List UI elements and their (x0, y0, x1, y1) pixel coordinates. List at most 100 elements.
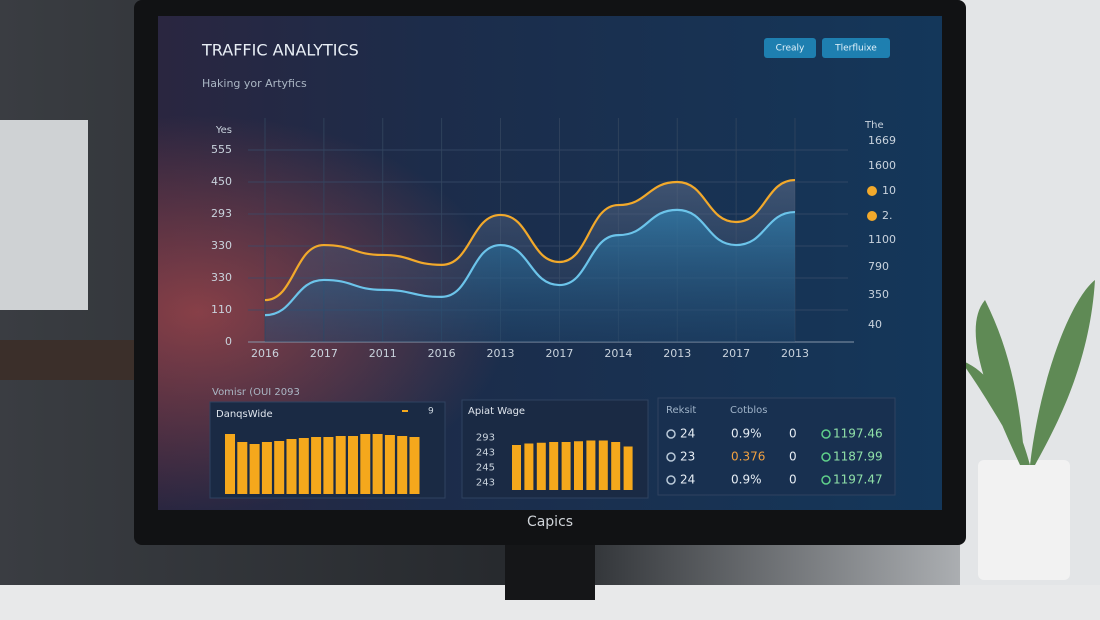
x-tick-label: 2016 (428, 347, 456, 360)
legend-label: 2. (882, 209, 893, 222)
button[interactable] (822, 38, 890, 58)
status-dot (821, 475, 831, 485)
brand: Capics (527, 514, 573, 530)
y-tick-label: 330 (211, 239, 232, 252)
legend-label: 9 (428, 407, 434, 417)
status-dot (666, 475, 676, 485)
bar (524, 443, 534, 490)
bar (274, 441, 285, 494)
panel-title: Apiat Wage (468, 406, 525, 417)
y-tick-label: 555 (211, 143, 232, 156)
status-dot (666, 452, 676, 462)
button-label[interactable]: Crealy (776, 44, 805, 54)
table-cell: 1187.99 (833, 450, 883, 464)
panel-title: DanqsWide (216, 409, 273, 420)
bar (249, 444, 260, 494)
table-cell: 23 (680, 450, 695, 464)
bar (586, 440, 596, 490)
dashboard-title: TRAFFIC ANALYTICS (201, 41, 359, 60)
bar (335, 436, 346, 494)
legend-label: 10 (882, 184, 896, 197)
line (264, 208, 796, 317)
x-tick-label: 2013 (781, 347, 809, 360)
bar (611, 442, 621, 490)
y-tick-label: 0 (225, 335, 232, 348)
table-cell: 1197.47 (833, 473, 883, 487)
legend-swatch (402, 410, 408, 412)
table-cell: 0.376 (731, 450, 765, 464)
bar (348, 436, 358, 494)
x-tick-label: 2017 (722, 347, 750, 360)
table-header: Reksit (666, 405, 696, 416)
y2-axis-label: The (864, 120, 884, 131)
dashboard-subtitle: Haking yor Artyfics (202, 77, 307, 90)
table-cell: 0 (789, 427, 797, 441)
bar (561, 442, 571, 490)
bar (384, 435, 395, 494)
panel (657, 397, 896, 496)
button[interactable] (764, 38, 816, 58)
table-cell: 0 (789, 450, 797, 464)
bar (360, 434, 371, 494)
line (264, 178, 796, 302)
status-dot (821, 429, 831, 439)
y-axis-label: Yes (215, 125, 232, 136)
area (265, 209, 795, 342)
y2-tick-label: 1600 (868, 159, 896, 172)
legend-dot (867, 211, 877, 221)
y2-tick-label: 790 (868, 260, 889, 273)
bar (261, 442, 272, 494)
legend-dot (867, 186, 877, 196)
x-tick-label: 2011 (369, 347, 397, 360)
y-tick-label: 330 (211, 271, 232, 284)
bar (323, 437, 334, 494)
bar (298, 438, 309, 494)
x-tick-label: 2016 (251, 347, 279, 360)
bar (574, 441, 583, 490)
bar (623, 446, 633, 490)
table-cell: 0.9% (731, 473, 762, 487)
table-cell: 24 (680, 473, 695, 487)
plant-pot (978, 460, 1070, 580)
y-tick-label: 243 (476, 478, 495, 489)
bar (311, 437, 322, 494)
y-tick-label: 110 (211, 303, 232, 316)
y2-tick-label: 40 (868, 318, 882, 331)
y-tick-label: 293 (476, 433, 495, 444)
x-tick-label: 2017 (310, 347, 338, 360)
y2-tick-label: 350 (868, 288, 889, 301)
y-tick-label: 450 (211, 175, 232, 188)
y-tick-label: 243 (476, 448, 495, 459)
x-tick-label: 2013 (663, 347, 691, 360)
button-label[interactable]: Tlerfluixe (834, 44, 877, 54)
plant (960, 280, 1095, 465)
y2-tick-label: 1669 (868, 134, 896, 147)
x-tick-label: 2017 (545, 347, 573, 360)
bar (536, 442, 546, 490)
y-tick-label: 245 (476, 463, 495, 474)
table-cell: 0.9% (731, 427, 762, 441)
x-tick-label: 2013 (487, 347, 515, 360)
bar (397, 436, 408, 494)
shelf-box (0, 120, 88, 310)
table-header: Cotblos (730, 405, 767, 416)
status-dot (821, 452, 831, 462)
bar (409, 437, 420, 494)
y2-tick-label: 1100 (868, 233, 896, 246)
status-dot (666, 429, 676, 439)
bar (286, 439, 297, 494)
bar (598, 440, 608, 490)
y-tick-label: 293 (211, 207, 232, 220)
section-title: Vomisr (OUI 2093 (212, 387, 300, 398)
desk (0, 340, 140, 380)
bar (225, 434, 235, 494)
table-cell: 24 (680, 427, 695, 441)
table-cell: 0 (789, 473, 797, 487)
bar (237, 442, 248, 494)
x-tick-label: 2014 (604, 347, 632, 360)
bar (372, 434, 383, 494)
bar (549, 442, 559, 490)
bar (512, 445, 521, 490)
